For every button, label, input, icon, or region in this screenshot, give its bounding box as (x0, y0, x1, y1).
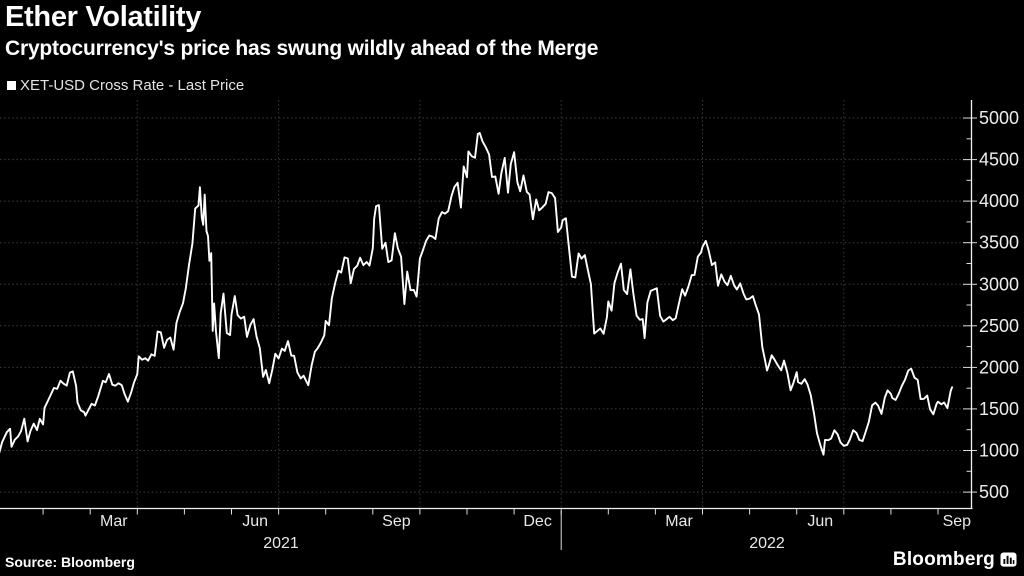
svg-text:Jun: Jun (242, 513, 268, 530)
source-credit: Source: Bloomberg (5, 554, 135, 570)
bloomberg-wordmark: Bloomberg (892, 549, 995, 570)
legend-swatch-icon (7, 81, 16, 90)
svg-text:500: 500 (979, 482, 1009, 502)
legend-label: XET-USD Cross Rate - Last Price (20, 77, 245, 94)
bloomberg-terminal-icon (1000, 552, 1017, 567)
svg-text:3500: 3500 (979, 233, 1019, 253)
x-axis-labels: Mar Jun Sep Dec Mar Jun Sep 2021 2022 (100, 513, 971, 552)
legend: XET-USD Cross Rate - Last Price (7, 78, 244, 93)
svg-text:2000: 2000 (979, 357, 1019, 377)
svg-text:Sep: Sep (943, 513, 972, 530)
svg-text:Mar: Mar (665, 513, 693, 530)
bloomberg-logo: Bloomberg (893, 549, 1017, 571)
svg-text:2500: 2500 (979, 316, 1019, 336)
svg-text:1500: 1500 (979, 399, 1019, 419)
svg-text:2021: 2021 (263, 535, 299, 552)
chart-subtitle: Cryptocurrency's price has swung wildly … (5, 37, 599, 60)
page-title: Ether Volatility (5, 1, 202, 33)
svg-text:Sep: Sep (382, 513, 411, 530)
svg-text:4500: 4500 (979, 150, 1019, 170)
price-line (0, 132, 954, 456)
svg-text:1000: 1000 (979, 441, 1019, 461)
svg-text:3000: 3000 (979, 274, 1019, 294)
svg-text:2022: 2022 (749, 535, 785, 552)
x-ticks (42, 508, 939, 550)
svg-text:5000: 5000 (979, 108, 1019, 128)
svg-text:4000: 4000 (979, 191, 1019, 211)
svg-text:Jun: Jun (807, 513, 833, 530)
y-gridlines-and-ticks: 500 1000 1500 2000 2500 3000 3500 4000 4500 5000 (0, 108, 1019, 502)
svg-text:Dec: Dec (523, 513, 551, 530)
svg-text:Mar: Mar (100, 513, 128, 530)
